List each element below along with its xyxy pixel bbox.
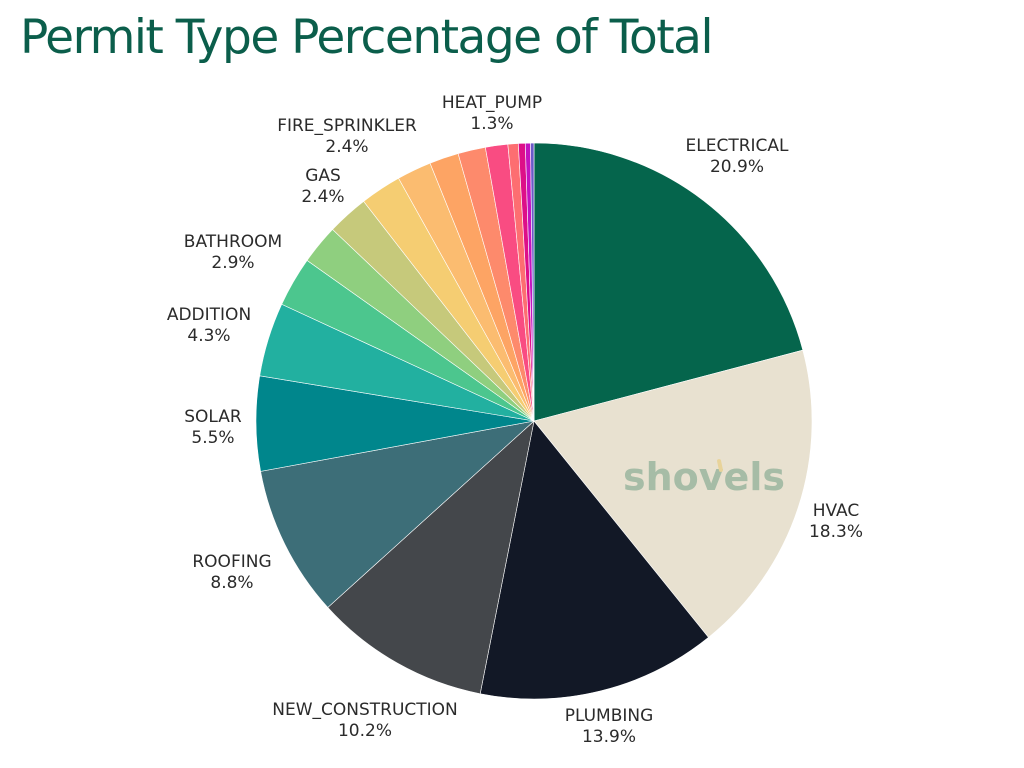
slice-label-gas: GAS 2.4%: [301, 166, 344, 208]
pie-slice-electrical: [533, 142, 804, 422]
slice-label-solar: SOLAR 5.5%: [184, 407, 241, 449]
slice-label-addition: ADDITION 4.3%: [167, 305, 251, 347]
pie-slice-hvac: [533, 349, 813, 638]
slice-label-name: PLUMBING: [564, 706, 654, 726]
pie-slice-new-construction: [327, 420, 535, 695]
slice-label-name: HVAC: [812, 501, 860, 521]
slice-label-name: SOLAR: [184, 407, 242, 427]
slice-label-fire-sprinkler: FIRE_SPRINKLER 2.4%: [277, 116, 417, 158]
slice-label-name: FIRE_SPRINKLER: [277, 116, 417, 136]
slice-label-percent: 20.9%: [709, 157, 765, 177]
pie-slice-roofing: [260, 420, 535, 608]
slice-label-percent: 10.2%: [337, 721, 392, 741]
slice-label-percent: 5.5%: [191, 428, 235, 448]
slice-label-name: HEAT_PUMP: [441, 93, 543, 113]
slice-label-percent: 2.9%: [211, 253, 255, 273]
slice-label-name: ELECTRICAL: [685, 136, 789, 156]
slice-label-percent: 1.3%: [470, 114, 514, 134]
slice-label-name: NEW_CONSTRUCTION: [272, 700, 458, 720]
slice-label-percent: 2.4%: [301, 187, 345, 207]
chart-title: Permit Type Percentage of Total: [20, 10, 714, 65]
slice-label-percent: 18.3%: [808, 522, 864, 542]
shovels-watermark-logo: shovels: [623, 455, 785, 499]
pie-slice-unlabeled: [530, 142, 535, 422]
slice-label-percent: 13.9%: [581, 727, 636, 747]
pie-slices: [255, 142, 813, 700]
slice-label-new-construction: NEW_CONSTRUCTION 10.2%: [272, 700, 458, 742]
pie-slice-plumbing: [479, 420, 709, 700]
slice-label-name: ROOFING: [192, 552, 272, 572]
slice-label-roofing: ROOFING 8.8%: [192, 552, 271, 594]
slice-label-percent: 4.3%: [187, 326, 231, 346]
slice-label-name: BATHROOM: [183, 232, 283, 252]
slice-label-electrical: ELECTRICAL 20.9%: [685, 136, 788, 178]
slice-label-percent: 2.4%: [325, 137, 369, 157]
slice-label-heat-pump: HEAT_PUMP 1.3%: [442, 93, 542, 135]
slice-label-name: GAS: [305, 166, 341, 186]
slice-label-bathroom: BATHROOM 2.9%: [184, 232, 282, 274]
slice-label-percent: 8.8%: [210, 573, 254, 593]
slice-label-plumbing: PLUMBING 13.9%: [565, 706, 654, 748]
watermark-text: shovels: [623, 455, 785, 499]
slice-label-hvac: HVAC 18.3%: [809, 501, 863, 543]
slice-label-name: ADDITION: [166, 305, 252, 325]
